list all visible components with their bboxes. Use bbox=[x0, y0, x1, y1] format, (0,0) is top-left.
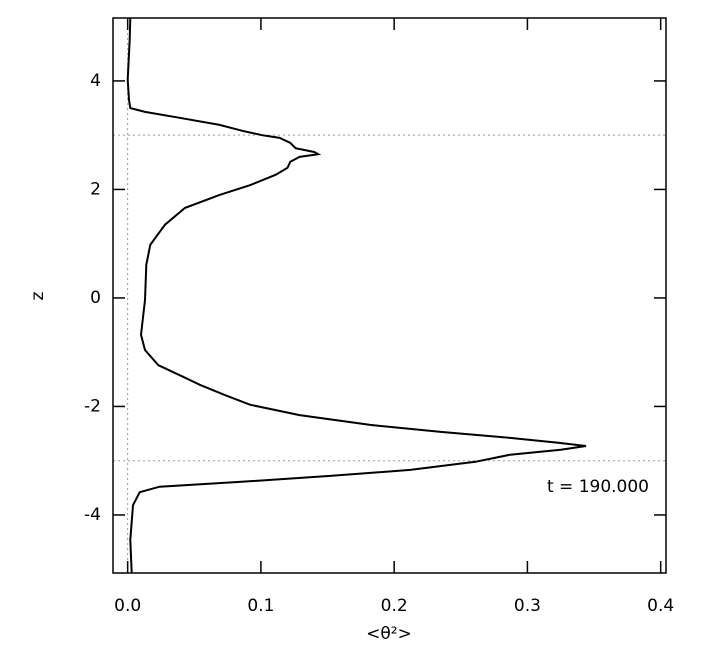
x-tick-label: 0.3 bbox=[514, 596, 541, 616]
y-axis-label: z bbox=[28, 291, 48, 300]
x-axis-label: <θ²> bbox=[366, 624, 412, 644]
x-tick-label: 0.1 bbox=[247, 596, 274, 616]
x-tick-label: 0.4 bbox=[647, 596, 674, 616]
y-tick-label: 2 bbox=[90, 179, 101, 199]
x-tick-label: 0.2 bbox=[381, 596, 408, 616]
annotation: t = 190.000 bbox=[547, 477, 649, 497]
plot-frame bbox=[112, 17, 667, 574]
y-tick-label: -4 bbox=[84, 505, 101, 525]
x-tick-label: 0.0 bbox=[114, 596, 141, 616]
y-tick-label: -2 bbox=[84, 396, 101, 416]
y-tick-label: 4 bbox=[90, 71, 101, 91]
y-tick-label: 0 bbox=[90, 288, 101, 308]
profile-line bbox=[126, 17, 587, 574]
